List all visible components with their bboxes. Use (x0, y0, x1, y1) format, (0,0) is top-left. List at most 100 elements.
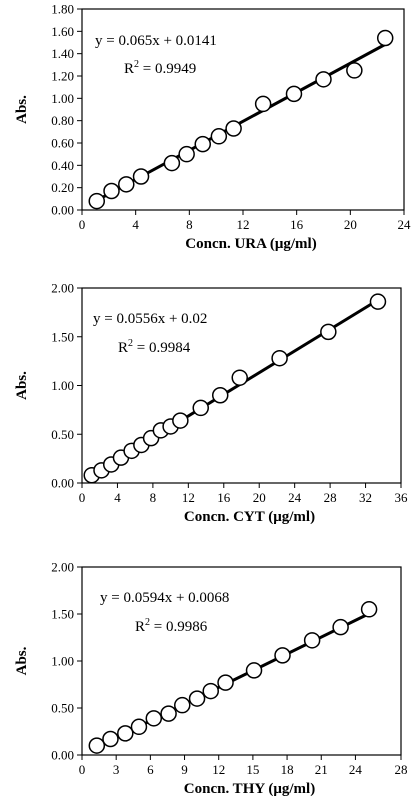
x-tick-label: 21 (315, 762, 328, 777)
data-point (188, 690, 206, 707)
data-point (254, 95, 272, 113)
x-tick-label: 12 (237, 217, 250, 232)
x-tick-label: 16 (290, 217, 304, 232)
data-point (346, 62, 363, 79)
y-tick-label: 1.50 (51, 607, 74, 622)
data-point (245, 662, 263, 679)
x-tick-label: 0 (79, 490, 86, 505)
x-tick-label: 36 (395, 490, 409, 505)
y-tick-label: 1.40 (51, 46, 74, 61)
y-tick-label: 2.00 (51, 281, 74, 296)
data-point (172, 412, 189, 429)
x-tick-label: 16 (217, 490, 231, 505)
x-tick-label: 4 (114, 490, 121, 505)
data-point (211, 387, 229, 404)
data-point (360, 601, 378, 618)
r-squared-superscript: 2 (145, 617, 150, 628)
r-squared-value: = 0.9984 (133, 340, 191, 356)
y-tick-label: 1.50 (51, 329, 74, 344)
r-squared-prefix: R (118, 340, 128, 356)
y-tick-label: 0.00 (51, 476, 74, 491)
data-point (103, 182, 120, 200)
y-tick-label: 0.50 (51, 427, 74, 442)
data-point (88, 737, 106, 754)
x-axis-title: Concn. CYT (μg/ml) (184, 509, 315, 525)
data-point (202, 682, 219, 700)
x-axis-title: Concn. URA (μg/ml) (185, 236, 316, 252)
x-axis-title: Concn. THY (μg/ml) (184, 781, 315, 797)
x-tick-label: 15 (246, 762, 259, 777)
x-tick-label: 0 (79, 217, 86, 232)
x-tick-label: 24 (288, 490, 302, 505)
r-squared-prefix: R (124, 61, 134, 77)
data-point (285, 85, 303, 103)
r-squared-value: = 0.9986 (150, 619, 208, 635)
y-tick-label: 0.20 (51, 180, 74, 195)
x-tick-label: 9 (181, 762, 188, 777)
y-tick-label: 2.00 (51, 560, 74, 575)
y-tick-label: 0.00 (51, 203, 74, 218)
data-point (271, 349, 288, 367)
x-tick-label: 20 (344, 217, 357, 232)
chart-2: 0.00 0.50 1.00 1.50 2.00 0 4 8 12 16 20 24 28 32 36 Con… (14, 281, 408, 526)
regression-equation: y = 0.065x + 0.0141 (95, 33, 217, 49)
x-tick-label: 20 (253, 490, 266, 505)
data-point (225, 120, 242, 137)
y-axis-title: Abs. (14, 646, 30, 675)
y-tick-label: 1.20 (51, 69, 74, 84)
x-tick-label: 6 (147, 762, 154, 777)
data-point (315, 71, 332, 88)
data-point (88, 192, 106, 210)
x-tick-label: 24 (398, 217, 411, 232)
x-tick-label: 18 (281, 762, 294, 777)
data-point (231, 369, 248, 386)
data-point (376, 29, 394, 47)
data-point (163, 154, 181, 172)
x-tick-label: 8 (186, 217, 193, 232)
data-point (274, 647, 291, 664)
y-tick-label: 1.60 (51, 24, 74, 39)
data-point (210, 128, 228, 145)
data-point (369, 293, 387, 310)
data-point (332, 618, 349, 636)
y-tick-label: 1.00 (51, 654, 74, 669)
data-point (320, 323, 337, 341)
data-point (192, 399, 209, 417)
r-squared-text: R2 = 0.9984 (118, 338, 191, 356)
y-tick-label: 0.40 (51, 158, 74, 173)
data-point (178, 145, 195, 163)
y-tick-label: 1.00 (51, 91, 74, 106)
y-tick-label: 1.00 (51, 378, 74, 393)
x-tick-label: 12 (182, 490, 195, 505)
x-tick-label: 12 (212, 762, 225, 777)
x-tick-label: 28 (395, 762, 408, 777)
data-point (303, 632, 321, 649)
data-point (160, 705, 177, 722)
chart-3: 0.00 0.50 1.00 1.50 2.00 0 3 6 9 12 15 18 21 24 28 Conc… (14, 560, 408, 798)
y-axis-title: Abs. (14, 95, 30, 124)
x-tick-label: 0 (79, 762, 86, 777)
chart-1: 0.00 0.20 0.40 0.60 0.80 1.00 1.20 1.40 1.60 1.80… (14, 2, 411, 253)
data-point (132, 168, 150, 185)
regression-equation: y = 0.0556x + 0.02 (93, 311, 207, 327)
r-squared-value: = 0.9949 (139, 61, 196, 77)
x-tick-label: 24 (349, 762, 363, 777)
x-tick-label: 4 (132, 217, 139, 232)
r-squared-text: R2 = 0.9949 (124, 59, 196, 77)
y-tick-label: 0.50 (51, 701, 74, 716)
regression-equation: y = 0.0594x + 0.0068 (100, 590, 229, 606)
r-squared-superscript: 2 (134, 59, 139, 70)
x-tick-label: 28 (324, 490, 337, 505)
y-tick-label: 0.00 (51, 748, 74, 763)
x-tick-label: 3 (113, 762, 120, 777)
x-tick-label: 8 (150, 490, 157, 505)
data-point (194, 135, 211, 153)
data-point (217, 674, 234, 691)
y-tick-label: 1.80 (51, 2, 74, 17)
r-squared-prefix: R (135, 619, 145, 635)
r-squared-superscript: 2 (128, 338, 133, 349)
r-squared-text: R2 = 0.9986 (135, 617, 208, 635)
x-tick-label: 32 (359, 490, 372, 505)
y-tick-label: 0.80 (51, 113, 74, 128)
